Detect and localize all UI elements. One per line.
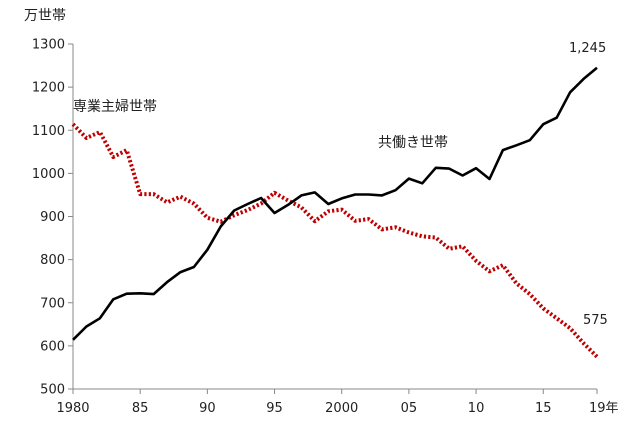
series-lines — [71, 66, 599, 359]
x-tick-label: 90 — [199, 401, 216, 416]
y-tick-label: 700 — [40, 296, 65, 311]
x-tick-label: 19年 — [589, 401, 619, 416]
y-tick-label: 1000 — [32, 167, 65, 182]
y-tick-label: 600 — [40, 339, 65, 354]
x-tick-label: 85 — [132, 401, 149, 416]
y-tick-label: 1300 — [32, 38, 65, 53]
x-tick-label: 2000 — [325, 401, 358, 416]
x-tick-label: 1980 — [56, 401, 89, 416]
x-tick-label: 10 — [468, 401, 485, 416]
series-label-housewife: 専業主婦世帯 — [73, 98, 157, 115]
chart-labels: 万世帯 専業主婦世帯 共働き世帯 1,245 575 — [24, 8, 608, 328]
x-tick-label: 15 — [535, 401, 552, 416]
y-tick-label: 800 — [40, 253, 65, 268]
y-tick-label: 900 — [40, 210, 65, 225]
x-tick-label: 05 — [401, 401, 418, 416]
end-value-label-housewife: 575 — [583, 313, 608, 328]
y-unit-label: 万世帯 — [24, 8, 66, 24]
axes: 500 600 700 800 900 1000 1100 1200 1300 1980 85 90 9… — [32, 38, 619, 417]
series-line-housewife — [71, 122, 599, 359]
series-line-dual-income — [72, 66, 598, 341]
series-label-dual-income: 共働き世帯 — [378, 135, 448, 151]
end-value-label-dual-income: 1,245 — [569, 41, 606, 56]
x-tick-label: 95 — [266, 401, 283, 416]
y-tick-label: 500 — [40, 383, 65, 398]
y-tick-label: 1200 — [32, 81, 65, 96]
y-tick-label: 1100 — [32, 124, 65, 139]
